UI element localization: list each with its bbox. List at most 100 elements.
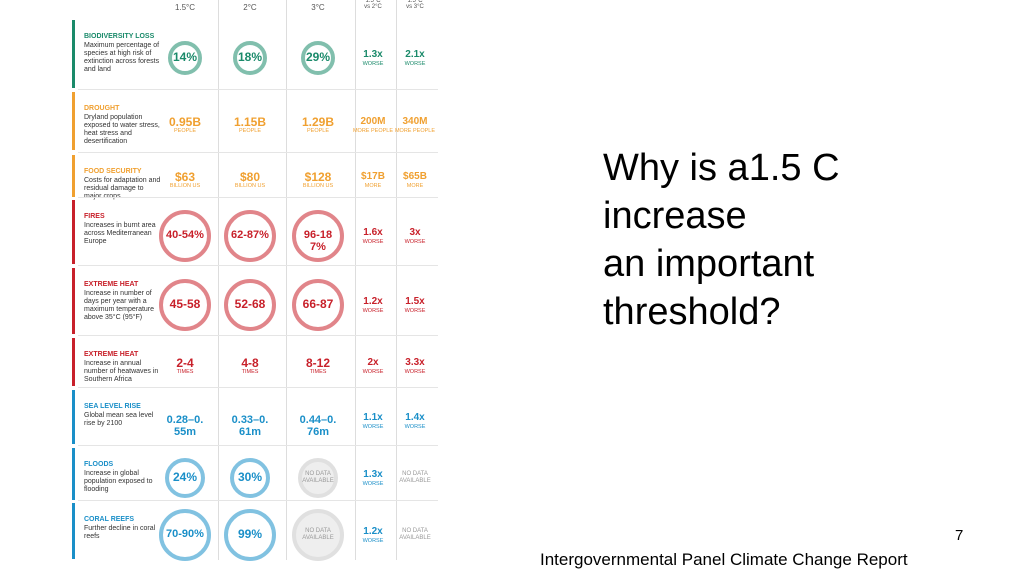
cell-unit: WORSE [362,239,384,245]
cell: 1.3x WORSE [343,469,403,487]
cell: 0.44–0.76m [288,414,348,438]
cell: 45-58 [155,298,215,310]
cell-unit: WORSE [362,369,384,375]
cell-value: 340M [402,116,428,127]
cell: 1.29B PEOPLE [288,116,348,134]
cell: 99% [220,528,280,540]
cell-value: $80 [239,170,261,184]
row-divider [78,152,438,153]
cell-unit: WORSE [404,239,426,245]
cell-value: 8-12 [305,356,331,370]
cell: 96-187% [288,229,348,253]
ring [168,41,202,75]
cell-unit: PEOPLE [173,128,196,134]
column-separator [355,0,356,560]
ring [159,210,211,262]
cell: 24% [155,471,215,483]
cell-value: 14% [172,50,198,64]
row-title: CORAL REEFS [84,516,135,523]
ring [233,41,267,75]
row-divider [78,500,438,501]
row-description: Global mean sea level rise by 2100 [84,412,154,427]
cell-unit: WORSE [362,538,384,544]
column-header: 1.5°C [174,3,196,12]
category-bar [72,390,75,444]
cell: 52-68 [220,298,280,310]
cell-value: 45-58 [169,297,201,311]
cell: 66-87 [288,298,348,310]
ring [159,509,211,561]
row-divider [78,89,438,90]
cell: 62-87% [220,229,280,241]
cell-value: 52-68 [234,297,266,311]
cell: 40-54% [155,229,215,241]
row-divider [78,265,438,266]
page-number: 7 [955,527,964,544]
cell-unit: TIMES [241,369,259,375]
ring [298,458,338,498]
cell-value: 30% [237,470,263,484]
cell-unit: WORSE [362,61,384,67]
cell-unit: WORSE [404,369,426,375]
cell-value: 24% [172,470,198,484]
cell: 2x WORSE [343,357,403,375]
cell: 3x WORSE [385,227,445,245]
row-title: FLOODS [84,461,114,468]
cell-unit: BILLION US [302,183,334,189]
title-line: Why is a1.5 C [603,147,840,189]
column-header: 3°C [311,3,325,12]
cell: NO DATA AVAILABLE [302,471,334,484]
cell: NO DATA AVAILABLE [399,528,431,541]
cell: 4-8 TIMES [220,357,280,375]
cell-value: 1.5x [405,296,425,307]
cell: 1.3x WORSE [343,49,403,67]
category-bar [72,448,75,500]
cell-value: 2x [367,357,379,368]
cell-unit: WORSE [362,308,384,314]
cell: 1.1x WORSE [343,412,403,430]
cell-unit: WORSE [362,424,384,430]
category-bar [72,268,75,334]
cell-value: 3x [409,227,421,238]
category-bar [72,92,75,150]
row-description: Increases in burnt area across Mediterra… [84,222,156,245]
cell: 3.3x WORSE [385,357,445,375]
row-title: EXTREME HEAT [84,351,139,358]
title-line: an important [603,243,815,285]
cell-value: 62-87% [231,229,269,241]
category-bar [72,338,75,386]
cell: 8-12 TIMES [288,357,348,375]
category-bar [72,155,75,197]
category-bar [72,503,75,559]
cell: $65B MORE [385,171,445,189]
ring [165,458,205,498]
row-title: SEA LEVEL RISE [84,403,141,410]
header-line: 1.5°C [365,0,381,4]
cell-value: 1.15B [233,115,267,129]
row-title: EXTREME HEAT [84,281,139,288]
row-description: Further decline in coral reefs [84,525,156,540]
cell-value: 40-54% [166,229,204,241]
row-title: BIODIVERSITY LOSS [84,33,155,40]
cell-unit: MORE [364,183,382,189]
ring [292,509,344,561]
cell: 1.5x WORSE [385,296,445,314]
cell-unit: WORSE [404,424,426,430]
cell-value: 1.6x [363,227,383,238]
title-line: threshold? [603,291,781,333]
cell: 2-4 TIMES [155,357,215,375]
ring [292,279,344,331]
slide-title: Why is a1.5 C increase an important thre… [603,144,840,336]
cell: NO DATA AVAILABLE [399,471,431,484]
cell-unit: TIMES [176,369,194,375]
cell-unit: TIMES [309,369,327,375]
cell-value: $63 [174,170,196,184]
cell-value: 2-4 [176,356,194,370]
cell-value: 0.33–0.61m [231,414,269,438]
cell: 340M MORE PEOPLE [385,116,445,134]
cell-value: 99% [237,527,263,541]
row-description: Increase in annual number of heatwaves i… [84,360,159,383]
cell-unit: PEOPLE [238,128,261,134]
cell-unit: MORE PEOPLE [352,128,394,134]
